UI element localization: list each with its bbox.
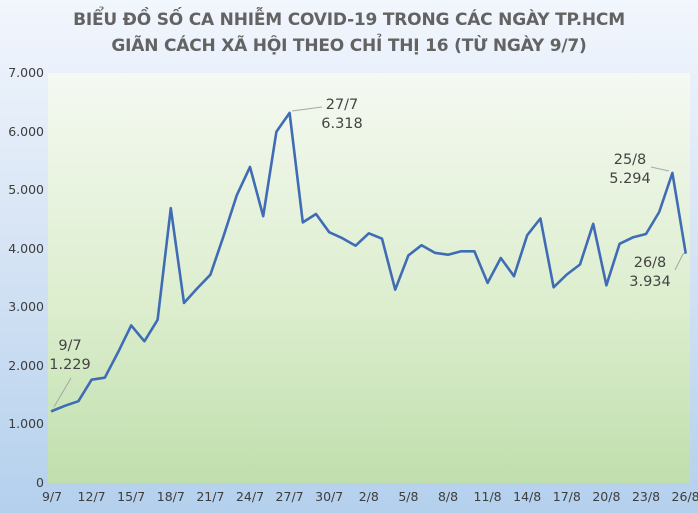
- x-axis-labels: 9/7 12/7 15/7 18/7 21/7 24/7 27/7 30/7 2/8 5/8 8/8…: [0, 489, 698, 507]
- annotation-date: 9/7: [58, 338, 82, 354]
- leader-line-25-8: [650, 166, 670, 172]
- x-tick-label: 11/8: [473, 489, 502, 504]
- x-tick-label: 8/8: [437, 489, 459, 504]
- y-axis-labels: 7.000 6.000 5.000 4.000 3.000 2.000 1.000 0: [0, 0, 44, 513]
- x-tick-label: 14/8: [513, 489, 542, 504]
- annotation-27-7: 27/7 6.318: [302, 96, 382, 134]
- annotation-value: 5.294: [609, 171, 651, 187]
- y-tick-label: 1.000: [8, 416, 44, 432]
- chart-title-line1: BIỂU ĐỒ SỐ CA NHIỄM COVID-19 TRONG CÁC N…: [73, 10, 625, 30]
- chart-title: BIỂU ĐỒ SỐ CA NHIỄM COVID-19 TRONG CÁC N…: [0, 7, 698, 59]
- gridlines-group: [51, 73, 687, 483]
- chart-title-line2: GIÃN CÁCH XÃ HỘI THEO CHỈ THỊ 16 (TỪ NGÀ…: [111, 36, 587, 56]
- y-tick-label: 7.000: [8, 65, 44, 80]
- annotation-value: 3.934: [629, 274, 671, 290]
- plot-area: [48, 73, 690, 483]
- annotation-date: 27/7: [325, 97, 359, 113]
- y-tick-label: 4.000: [8, 240, 44, 256]
- x-tick-label: 26/8: [671, 489, 698, 504]
- leader-line-27-7: [291, 106, 323, 112]
- x-tick-label: 20/8: [592, 489, 621, 504]
- y-tick-label: 2.000: [8, 357, 44, 373]
- x-tick-label: 9/7: [41, 489, 63, 504]
- x-tick-label: 21/7: [196, 489, 225, 504]
- x-tick-label: 12/7: [77, 489, 106, 504]
- y-tick-label: 0: [36, 475, 44, 490]
- leader-line-9-7: [53, 377, 72, 408]
- x-tick-label: 5/8: [398, 489, 419, 504]
- x-tick-label: 2/8: [358, 489, 379, 504]
- annotation-date: 25/8: [613, 152, 647, 168]
- x-tick-label: 23/8: [631, 489, 661, 504]
- y-tick-label: 6.000: [8, 123, 44, 139]
- annotation-9-7: 9/7 1.229: [30, 337, 110, 375]
- leader-lines-group: [53, 106, 686, 408]
- data-line: [50, 111, 687, 413]
- y-tick-label: 3.000: [8, 299, 44, 315]
- annotation-value: 1.229: [49, 357, 91, 373]
- x-tick-label: 30/7: [315, 489, 344, 504]
- x-tick-label: 17/8: [552, 489, 581, 504]
- annotation-value: 6.318: [321, 116, 363, 132]
- plot-svg: [50, 73, 687, 483]
- x-tick-label: 27/7: [275, 489, 304, 504]
- x-tick-label: 18/7: [156, 489, 185, 504]
- x-tick-label: 24/7: [235, 489, 265, 504]
- annotation-26-8: 26/8 3.934: [610, 254, 690, 292]
- annotation-date: 26/8: [633, 255, 667, 271]
- y-tick-label: 5.000: [8, 182, 44, 198]
- x-tick-label: 15/7: [117, 489, 146, 504]
- annotation-25-8: 25/8 5.294: [590, 151, 670, 189]
